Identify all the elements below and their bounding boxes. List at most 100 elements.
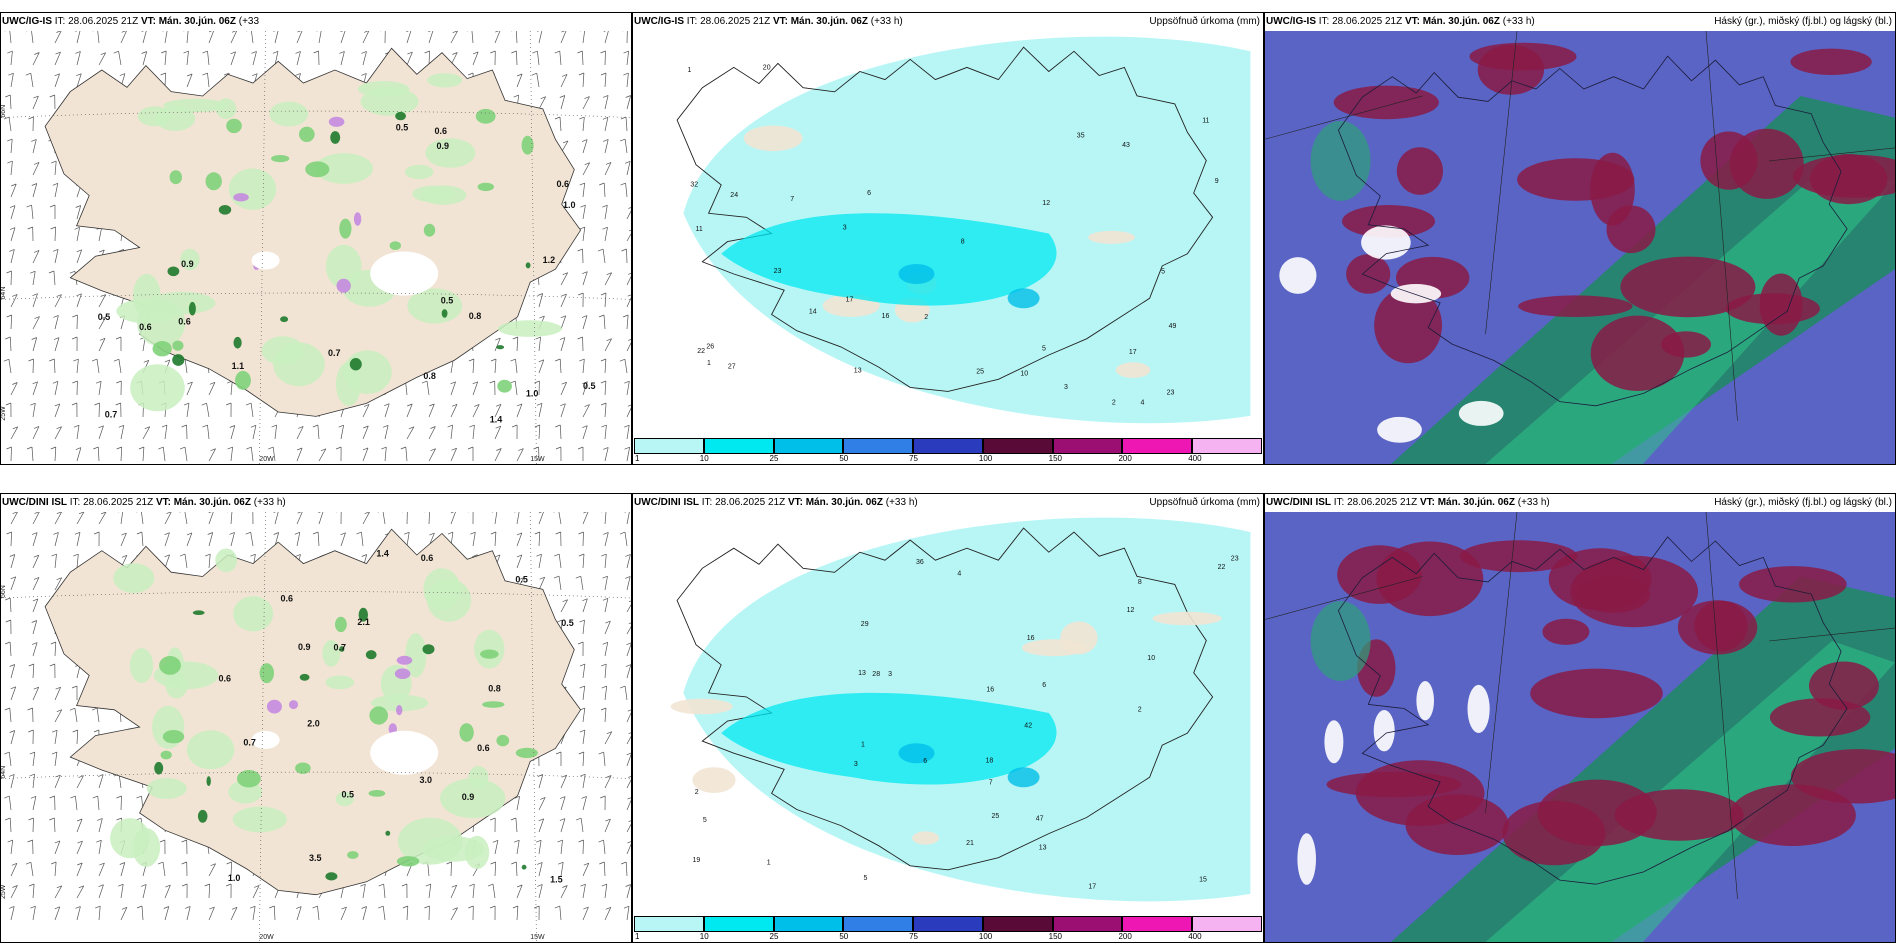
wind-barb-flag	[339, 51, 345, 54]
wind-barb	[559, 51, 562, 66]
mid-cloud-patch	[1729, 784, 1856, 846]
wind-barb	[494, 448, 502, 462]
wind-value-label: 3.0	[420, 775, 433, 785]
colorbar-swatch	[982, 438, 1053, 454]
colorbar-tick-label: 400	[1188, 932, 1202, 941]
wind-shading-mid	[235, 370, 251, 390]
wind-barb	[582, 884, 586, 899]
wind-barb	[252, 51, 257, 66]
wind-barb-flag	[230, 51, 236, 55]
wind-barb	[318, 31, 322, 44]
wind-barb-flag	[536, 402, 543, 406]
wind-barb	[537, 51, 540, 66]
wind-barb	[516, 512, 520, 525]
wind-barb	[164, 425, 168, 440]
wind-shading-light	[116, 298, 178, 324]
wind-barb-flag	[187, 381, 193, 385]
wind-barb-flag	[603, 532, 609, 535]
wind-barb-flag	[577, 248, 583, 252]
wind-barb-flag	[4, 751, 10, 755]
wind-barb-flag	[467, 72, 474, 76]
wind-barb	[32, 52, 40, 66]
wind-shading-mid	[271, 155, 290, 163]
wind-barb	[54, 226, 56, 242]
wind-barb	[118, 359, 122, 374]
wind-barb-flag	[623, 72, 629, 76]
wind-barb-flag	[12, 426, 18, 430]
wind-barb	[559, 116, 562, 132]
precip-map: 1235678410121618131519172242282347212936…	[633, 512, 1263, 914]
wind-barb	[208, 532, 214, 547]
wind-value-label: 0.6	[178, 317, 191, 327]
wind-barb-flag	[75, 205, 81, 208]
wind-barb	[604, 512, 607, 525]
wind-barb	[515, 31, 518, 44]
wind-barb	[582, 315, 588, 330]
wind-barb-flag	[583, 512, 588, 514]
wind-barb	[207, 51, 210, 66]
wind-barb-flag	[269, 905, 275, 909]
wind-barb-flag	[202, 424, 208, 428]
wind-barb-flag	[534, 905, 540, 909]
wind-barb-flag	[603, 447, 609, 450]
wind-barb	[74, 708, 78, 723]
wind-barb-flag	[511, 50, 517, 54]
colorbar-tick-label: 1	[635, 932, 640, 941]
wind-barb-flag	[538, 359, 544, 363]
wind-shading-purple	[328, 116, 345, 127]
wind-shading-mid	[480, 649, 499, 659]
wind-barb-flag	[335, 446, 342, 450]
wind-shading-mid	[396, 856, 420, 867]
wind-shading-light	[440, 778, 506, 819]
wind-barb	[230, 512, 233, 525]
colorbar-swatch	[634, 438, 704, 454]
wind-barb	[582, 796, 587, 811]
wind-barb	[120, 795, 122, 811]
wind-shading-purple	[289, 700, 298, 710]
wind-barb	[32, 316, 40, 330]
wind-barb-flag	[30, 795, 37, 799]
wind-barb-flag	[227, 446, 233, 450]
wind-barb	[362, 884, 366, 899]
wind-shading-dark	[206, 776, 211, 787]
precip-value-label: 8	[1138, 579, 1142, 586]
wind-barb	[162, 447, 166, 462]
precip-value-label: 49	[1169, 323, 1177, 330]
wind-barb	[98, 906, 101, 921]
wind-barb	[317, 906, 320, 921]
wind-barb	[582, 50, 584, 66]
wind-barb	[10, 554, 16, 569]
wind-barb	[96, 359, 100, 374]
wind-barb	[318, 512, 324, 525]
wind-barb	[492, 884, 496, 899]
colorbar-tick-label: 200	[1118, 932, 1132, 941]
wind-barb	[494, 31, 501, 44]
wind-barb	[54, 532, 59, 547]
wind-barb-flag	[5, 94, 11, 98]
wind-barb	[8, 117, 12, 132]
wind-barb	[118, 51, 122, 66]
wind-barb	[32, 577, 40, 591]
wind-shading-light	[371, 694, 429, 712]
wind-barb-flag	[578, 751, 584, 755]
wind-barb	[251, 31, 254, 44]
wind-barb-flag	[452, 52, 458, 55]
wind-barb-flag	[562, 272, 568, 276]
wind-barb-flag	[628, 207, 631, 209]
precip-value-label: 9	[1215, 178, 1219, 185]
wind-barb-flag	[578, 531, 584, 535]
colorbar-swatch	[843, 438, 914, 454]
wind-barb	[120, 884, 124, 899]
wind-barb	[97, 796, 100, 811]
dry-land-patch	[743, 125, 803, 152]
wind-barb-flag	[97, 818, 103, 821]
wind-barb	[604, 50, 606, 66]
wind-barb-flag	[70, 795, 76, 799]
wind-barb-flag	[7, 160, 13, 164]
wind-barb-flag	[33, 426, 40, 429]
wind-barb-flag	[583, 862, 589, 866]
wind-barb-flag	[553, 575, 560, 579]
wind-barb	[406, 905, 409, 921]
wind-barb-flag	[201, 402, 207, 406]
mid-cloud-patch	[1739, 566, 1847, 603]
